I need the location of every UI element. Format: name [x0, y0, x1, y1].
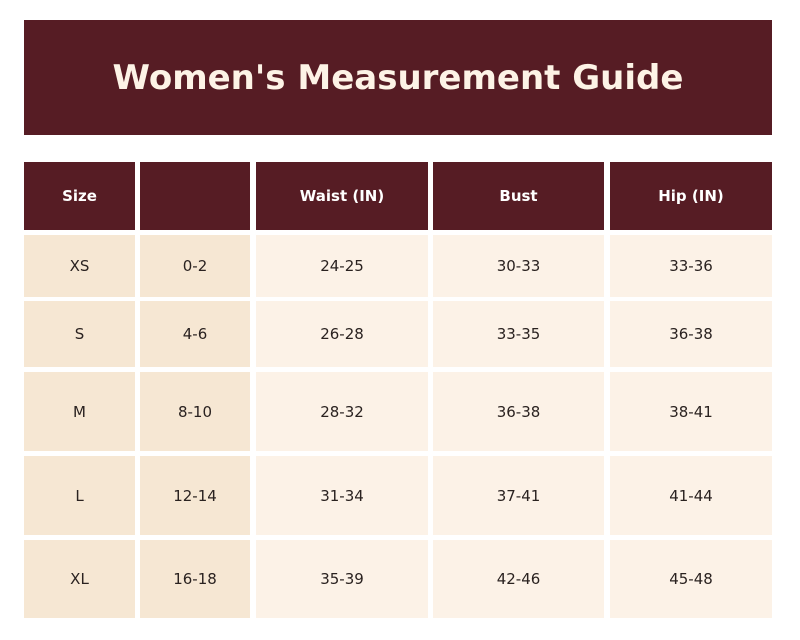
table-cell: 38-41 — [610, 372, 772, 451]
title: Women's Measurement Guide — [112, 57, 684, 98]
table-cell: 41-44 — [610, 456, 772, 535]
table-cell: 4-6 — [140, 301, 250, 367]
table-cell: 30-33 — [433, 235, 604, 297]
table-cell: 0-2 — [140, 235, 250, 297]
table-cell: M — [24, 372, 135, 451]
table-cell: 37-41 — [433, 456, 604, 535]
column-header — [140, 162, 250, 230]
column-header: Size — [24, 162, 135, 230]
table-cell: 35-39 — [256, 540, 428, 618]
table-cell: XL — [24, 540, 135, 618]
table-cell: 36-38 — [433, 372, 604, 451]
table-cell: XS — [24, 235, 135, 297]
table-cell: L — [24, 456, 135, 535]
table-cell: 31-34 — [256, 456, 428, 535]
table-cell: 12-14 — [140, 456, 250, 535]
table-cell: 26-28 — [256, 301, 428, 367]
column-header: Bust — [433, 162, 604, 230]
table-cell: 36-38 — [610, 301, 772, 367]
table-cell: 8-10 — [140, 372, 250, 451]
title-bar: Women's Measurement Guide — [24, 20, 772, 135]
table-cell: 33-36 — [610, 235, 772, 297]
table-cell: 45-48 — [610, 540, 772, 618]
column-header: Waist (IN) — [256, 162, 428, 230]
table-cell: 16-18 — [140, 540, 250, 618]
table-cell: S — [24, 301, 135, 367]
table-cell: 42-46 — [433, 540, 604, 618]
column-header: Hip (IN) — [610, 162, 772, 230]
table-cell: 33-35 — [433, 301, 604, 367]
table-cell: 28-32 — [256, 372, 428, 451]
table-cell: 24-25 — [256, 235, 428, 297]
